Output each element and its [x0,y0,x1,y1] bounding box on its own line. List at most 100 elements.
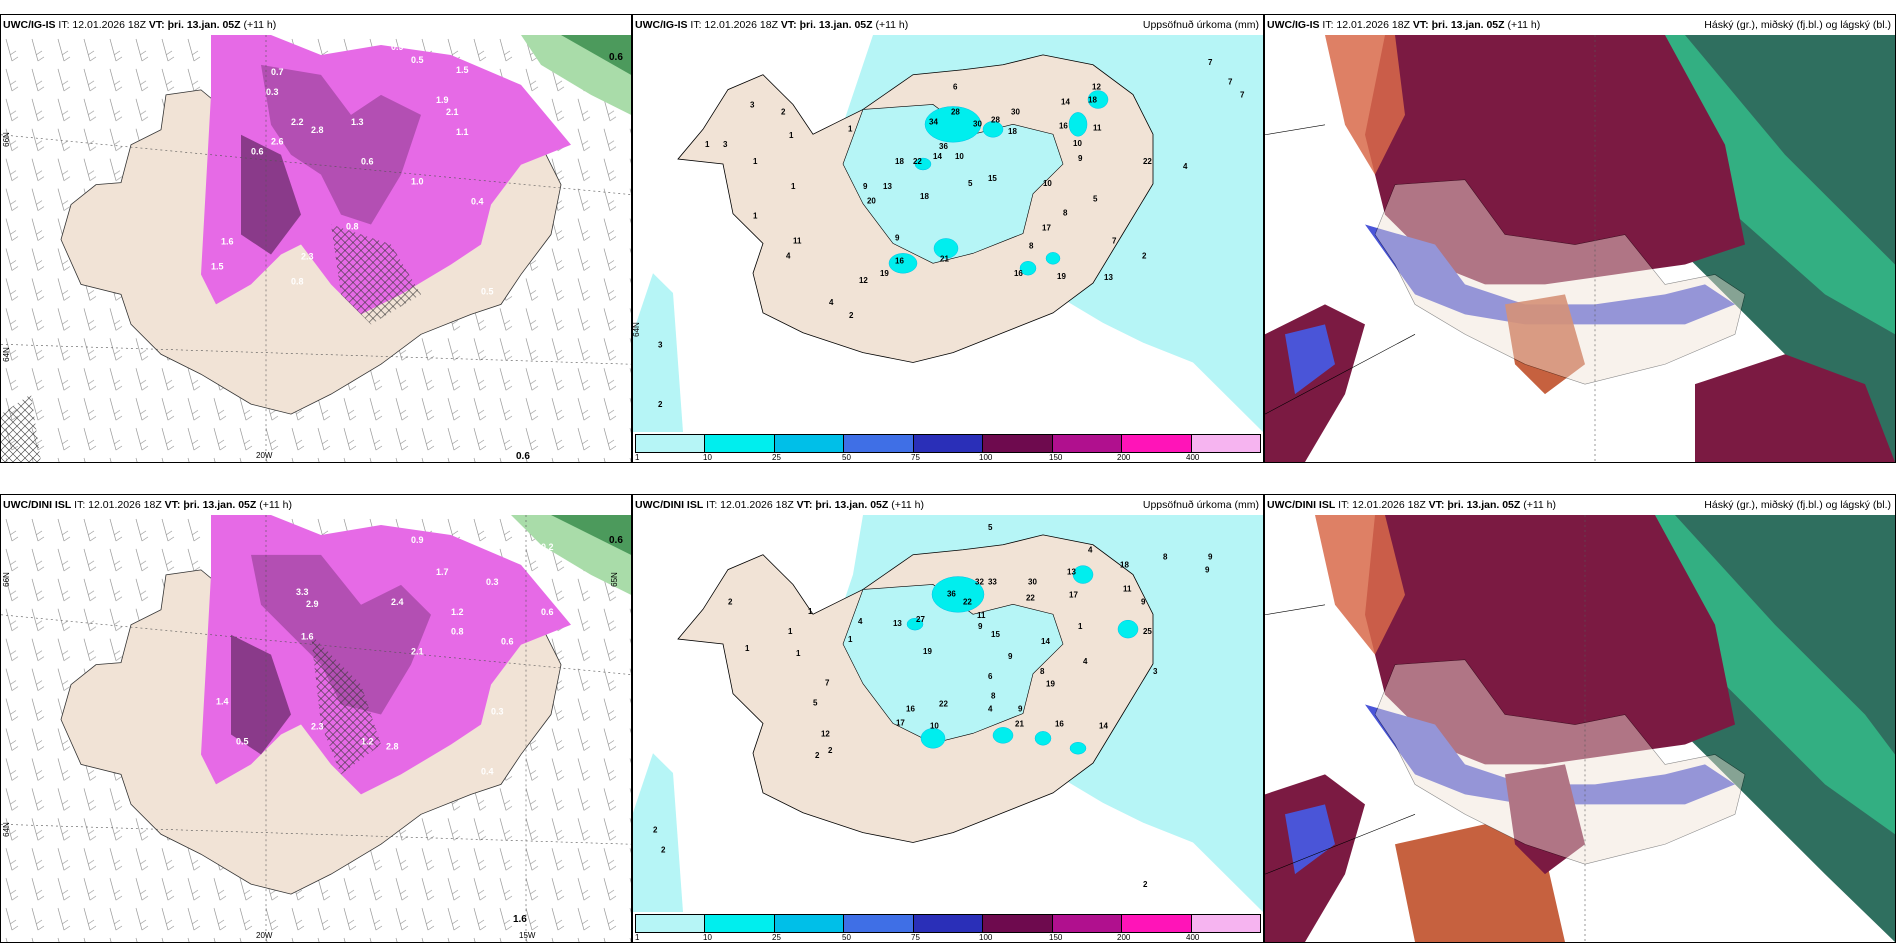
precip-value-label: 13 [893,619,902,628]
lead-time: (+11 h) [259,499,293,511]
precip-value-label: 11 [1093,123,1102,132]
precip-value-label: 30 [1011,107,1020,116]
snow-value-label: 2.2 [291,117,303,127]
precip-value-label: 2 [661,845,666,854]
map-cloud [1265,515,1895,942]
precip-value-label: 1 [796,649,801,658]
precip-value-label: 10 [955,152,964,161]
corner-value: 0.6 [516,451,530,462]
precip-value-label: 16 [906,705,915,714]
precip-value-label: 9 [1018,705,1023,714]
precip-value-label: 33 [988,578,997,587]
lat-label: 64N [1,347,11,362]
precip-value-label: 17 [1042,224,1051,233]
precip-value-label: 2 [1142,251,1147,260]
lat-label: 64N [633,322,641,337]
colorbar-tick: 10 [703,933,712,942]
precip-value-label: 11 [1123,584,1132,593]
precip-value-label: 6 [988,672,993,681]
precip-map-svg: 5 4 8 9 9 13 17 18 11 9 32 33 36 22 30 2… [633,515,1263,912]
map-snow: 0.9 0.5 1.5 0.7 1.9 2.1 0.3 1.1 2.2 2.8 … [1,35,631,462]
precip-value-label: 8 [1163,553,1168,562]
snow-value-label: 0.2 [541,542,553,552]
cloud-map-svg [1265,515,1895,942]
precip-value-label: 5 [968,179,973,188]
precip-value-label: 18 [920,192,929,201]
precip-value-label: 22 [913,157,922,166]
snow-value-label: 0.8 [346,222,358,232]
precip-value-label: 8 [1063,209,1068,218]
colorbar-swatch [1191,435,1260,452]
precip-value-label: 17 [1069,590,1078,599]
precip-value-label: 1 [788,627,793,636]
colorbar-swatch [1052,435,1123,452]
precip-value-label: 14 [1041,637,1050,646]
valid-time-label: VT: [1428,499,1445,511]
model-name: UWC/DINI ISL [1267,499,1336,511]
panel-header: UWC/DINI ISL IT: 12.01.2026 18Z VT: þri.… [3,496,629,514]
snow-value-label: 0.3 [266,87,278,97]
precip-value-label: 16 [895,256,904,265]
precip-value-label: 7 [1112,236,1117,245]
colorbar-swatch [705,915,775,932]
precip-value-label: 3 [723,140,728,149]
precip-value-label: 10 [1073,139,1082,148]
precip-value-label: 9 [1208,553,1213,562]
lead-time: (+11 h) [243,19,277,31]
precip-value-label: 13 [883,182,892,191]
precip-value-label: 2 [653,826,658,835]
snow-value-label: 1.4 [216,697,228,707]
valid-time: þri. 13.jan. 05Z [167,19,241,31]
colorbar-ticks: 1 10 25 50 75 100 150 200 400 [635,453,1261,462]
precip-value-label: 9 [1078,154,1083,163]
precip-value-label: 19 [1057,272,1066,281]
precip-value-label: 10 [1043,179,1052,188]
colorbar-tick: 100 [979,453,993,462]
init-time: IT: 12.01.2026 18Z [74,499,162,511]
panel-header: UWC/IG-IS IT: 12.01.2026 18Z VT: þri. 13… [3,16,629,34]
snow-value-label: 2.9 [306,599,318,609]
init-time: IT: 12.01.2026 18Z [706,499,794,511]
precip-value-label: 4 [1183,162,1188,171]
precip-value-label: 27 [916,615,925,624]
precip-value-label: 18 [1120,561,1129,570]
lon-label: 15W [519,931,536,940]
colorbar-swatch [705,435,775,452]
snow-value-label: 0.9 [391,42,403,52]
snow-value-label: 1.5 [211,261,223,271]
panel-snow-dini: UWC/DINI ISL IT: 12.01.2026 18Z VT: þri.… [0,494,632,943]
map-title: Uppsöfnuð úrkoma (mm) [1142,499,1259,511]
precip-value-label: 15 [988,174,997,183]
precip-value-label: 18 [1088,96,1097,105]
lat-label: 65N [609,572,619,587]
precip-value-label: 19 [880,269,889,278]
colorbar-swatch [774,915,845,932]
lat-label: 66N [1,572,11,587]
precip-value-label: 4 [858,617,863,626]
valid-time-label: VT: [780,19,797,31]
snow-value-label: 0.8 [291,276,303,286]
snow-value-label: 0.6 [541,607,553,617]
precip-value-label: 3 [1153,667,1158,676]
snow-value-label: 2.1 [446,107,458,117]
snow-value-label: 1.1 [456,127,468,137]
snow-value-label: 1.3 [351,117,363,127]
precip-value-label: 11 [977,611,986,620]
precip-value-label: 4 [829,298,834,307]
precip-value-label: 22 [1143,157,1152,166]
model-name: UWC/DINI ISL [3,499,72,511]
lon-label: 20W [256,451,273,460]
precip-value-label: 22 [939,700,948,709]
snow-value-label: 2.3 [311,722,323,732]
precip-value-label: 1 [745,644,750,653]
init-time: IT: 12.01.2026 18Z [690,19,778,31]
colorbar-tick: 1 [635,453,640,462]
precip-value-label: 1 [808,607,813,616]
colorbar-swatch [1122,435,1192,452]
precip-value-label: 7 [825,679,830,688]
lead-time: (+11 h) [891,499,925,511]
precip-value-label: 36 [947,589,956,598]
corner-value: 1.6 [513,914,527,925]
precip-value-label: 1 [753,212,758,221]
snow-value-label: 0.5 [481,286,493,296]
